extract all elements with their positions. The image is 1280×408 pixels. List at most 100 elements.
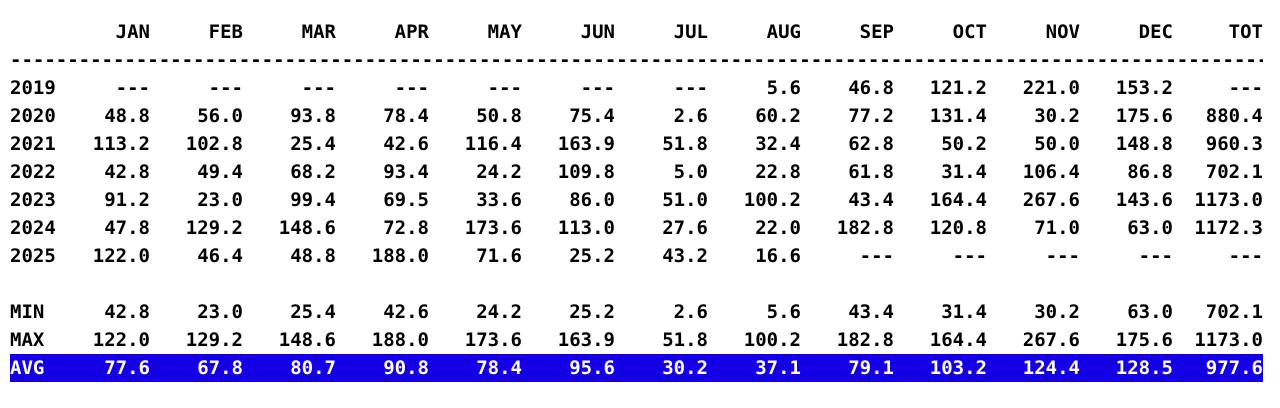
row-min: MIN 42.8 23.0 25.4 42.6 24.2 25.2 2.6 5.6 43.4 31.… xyxy=(10,298,1263,326)
row-label: 2023 xyxy=(10,189,56,211)
row-avg: AVG 77.6 67.8 80.7 90.8 78.4 95.6 30.2 37.1 79.1 1… xyxy=(10,354,1263,382)
value-cell: --- xyxy=(301,77,336,99)
value-cell: 22.8 xyxy=(755,161,801,183)
value-cell: 1172.3 xyxy=(1194,217,1263,239)
row-label: 2021 xyxy=(10,133,56,155)
value-cell: 51.0 xyxy=(662,189,708,211)
value-cell: 50.0 xyxy=(1034,133,1080,155)
value-cell: --- xyxy=(673,77,708,99)
value-cell: 31.4 xyxy=(941,161,987,183)
col-header-jul: JUL xyxy=(673,21,708,43)
row-label: 2025 xyxy=(10,245,56,267)
separator-row: ----------------------------------------… xyxy=(10,46,1263,74)
row-label: 2024 xyxy=(10,217,56,239)
value-cell: 71.0 xyxy=(1034,217,1080,239)
value-cell: 42.6 xyxy=(383,301,429,323)
value-cell: 106.4 xyxy=(1022,161,1080,183)
value-cell: 86.0 xyxy=(569,189,615,211)
header-row: JAN FEB MAR APR MAY JUN JUL AUG SEP OCT NOV DEC TOT xyxy=(10,18,1263,46)
value-cell: 86.8 xyxy=(1127,161,1173,183)
value-cell: 63.0 xyxy=(1127,301,1173,323)
value-cell: 2.6 xyxy=(673,105,708,127)
value-cell: 77.6 xyxy=(57,354,150,382)
value-cell: 120.8 xyxy=(929,217,987,239)
value-cell: 56.0 xyxy=(197,105,243,127)
value-cell: --- xyxy=(952,245,987,267)
value-cell: --- xyxy=(115,77,150,99)
value-cell: 25.2 xyxy=(569,245,615,267)
value-cell: 33.6 xyxy=(476,189,522,211)
value-cell: --- xyxy=(208,77,243,99)
value-cell: 93.8 xyxy=(290,105,336,127)
value-cell: 63.0 xyxy=(1127,217,1173,239)
value-cell: --- xyxy=(1228,77,1263,99)
value-cell: 175.6 xyxy=(1115,329,1173,351)
col-header-jan: JAN xyxy=(115,21,150,43)
col-header-aug: AUG xyxy=(766,21,801,43)
value-cell: 164.4 xyxy=(929,189,987,211)
value-cell: 90.8 xyxy=(336,354,429,382)
value-cell: 61.8 xyxy=(848,161,894,183)
value-cell: 116.4 xyxy=(464,133,522,155)
value-cell: 188.0 xyxy=(371,329,429,351)
value-cell: 5.6 xyxy=(766,77,801,99)
value-cell: --- xyxy=(1045,245,1080,267)
value-cell: 30.2 xyxy=(1034,301,1080,323)
value-cell: 880.4 xyxy=(1205,105,1263,127)
value-cell: 153.2 xyxy=(1115,77,1173,99)
col-header-jun: JUN xyxy=(580,21,615,43)
value-cell: 122.0 xyxy=(92,245,150,267)
value-cell: 42.8 xyxy=(104,301,150,323)
value-cell: 267.6 xyxy=(1022,189,1080,211)
value-cell: 175.6 xyxy=(1115,105,1173,127)
value-cell: 51.8 xyxy=(662,133,708,155)
row-2020: 2020 48.8 56.0 93.8 78.4 50.8 75.4 2.6 60.2 77.2 1… xyxy=(10,102,1263,130)
value-cell: 75.4 xyxy=(569,105,615,127)
col-header-may: MAY xyxy=(487,21,522,43)
value-cell: 24.2 xyxy=(476,301,522,323)
value-cell: 42.6 xyxy=(383,133,429,155)
value-cell: 91.2 xyxy=(104,189,150,211)
row-label: 2022 xyxy=(10,161,56,183)
value-cell: 702.1 xyxy=(1205,161,1263,183)
separator-dashes: ----------------------------------------… xyxy=(10,49,1263,71)
value-cell: 99.4 xyxy=(290,189,336,211)
col-header-apr: APR xyxy=(394,21,429,43)
row-2022: 2022 42.8 49.4 68.2 93.4 24.2 109.8 5.0 22.8 61.8… xyxy=(10,158,1263,186)
value-cell: 148.6 xyxy=(278,217,336,239)
row-label: MAX xyxy=(10,329,45,351)
value-cell: 48.8 xyxy=(290,245,336,267)
col-header-tot: TOT xyxy=(1228,21,1263,43)
row-2019: 2019 --- --- --- --- --- --- --- 5.6 46.8 121.2 221… xyxy=(10,74,1263,102)
value-cell: 103.2 xyxy=(894,354,987,382)
value-cell: 2.6 xyxy=(673,301,708,323)
value-cell: 221.0 xyxy=(1022,77,1080,99)
value-cell: 148.8 xyxy=(1115,133,1173,155)
value-cell: 25.4 xyxy=(290,301,336,323)
value-cell: 43.2 xyxy=(662,245,708,267)
col-header-dec: DEC xyxy=(1138,21,1173,43)
row-label: AVG xyxy=(10,354,57,382)
value-cell: 80.7 xyxy=(243,354,336,382)
value-cell: 30.2 xyxy=(1034,105,1080,127)
value-cell: 102.8 xyxy=(185,133,243,155)
value-cell: 25.2 xyxy=(569,301,615,323)
value-cell: 977.6 xyxy=(1173,354,1263,382)
value-cell: 31.4 xyxy=(941,301,987,323)
value-cell: 129.2 xyxy=(185,217,243,239)
value-cell: 79.1 xyxy=(801,354,894,382)
table-head: JAN FEB MAR APR MAY JUN JUL AUG SEP OCT NOV DEC TOT xyxy=(10,18,1263,46)
value-cell: 164.4 xyxy=(929,329,987,351)
value-cell: 68.2 xyxy=(290,161,336,183)
value-cell: 122.0 xyxy=(92,329,150,351)
value-cell: 148.6 xyxy=(278,329,336,351)
value-cell: 72.8 xyxy=(383,217,429,239)
row-max: MAX 122.0 129.2 148.6 188.0 173.6 163.9 51.8 100… xyxy=(10,326,1263,354)
table-body: ----------------------------------------… xyxy=(10,46,1263,382)
value-cell: 23.0 xyxy=(197,189,243,211)
value-cell: 143.6 xyxy=(1115,189,1173,211)
monthly-stats-report: JAN FEB MAR APR MAY JUN JUL AUG SEP OCT NOV DEC TOT … xyxy=(10,18,1263,382)
value-cell: 109.8 xyxy=(557,161,615,183)
value-cell: 23.0 xyxy=(197,301,243,323)
value-cell: 32.4 xyxy=(755,133,801,155)
